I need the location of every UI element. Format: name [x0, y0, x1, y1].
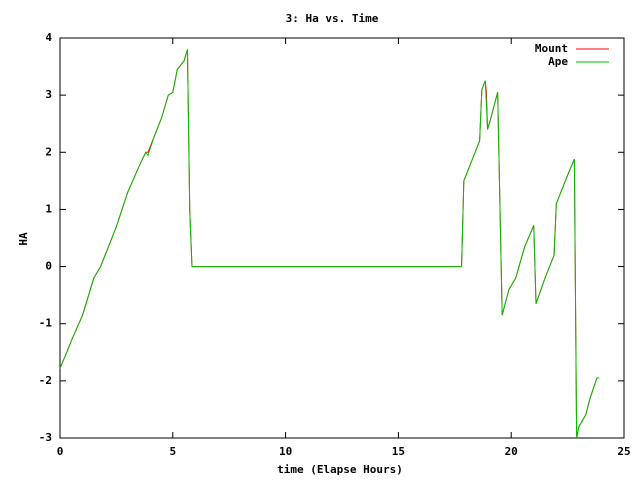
- x-axis-label: time (Elapse Hours): [277, 463, 403, 476]
- x-tick-label: 25: [617, 445, 630, 458]
- x-tick-label: 0: [57, 445, 64, 458]
- legend-label: Mount: [535, 42, 568, 55]
- plot-border: [59, 37, 625, 439]
- x-tick-label: 20: [505, 445, 518, 458]
- legend-label: Ape: [548, 55, 568, 68]
- data-line: [59, 49, 600, 439]
- chart-title: 3: Ha vs. Time: [286, 12, 379, 25]
- y-tick-label: -2: [39, 374, 52, 387]
- x-tick-label: 5: [169, 445, 176, 458]
- y-tick-label: 2: [45, 145, 52, 158]
- x-tick-label: 15: [392, 445, 405, 458]
- y-tick-label: 4: [45, 31, 52, 44]
- y-axis-label: HA: [17, 232, 30, 246]
- y-tick-label: -1: [39, 317, 53, 330]
- y-tick-label: 3: [45, 88, 52, 101]
- x-tick-label: 10: [279, 445, 292, 458]
- y-tick-label: -3: [39, 431, 52, 444]
- y-tick-label: 1: [45, 202, 52, 215]
- y-tick-label: 0: [45, 260, 52, 273]
